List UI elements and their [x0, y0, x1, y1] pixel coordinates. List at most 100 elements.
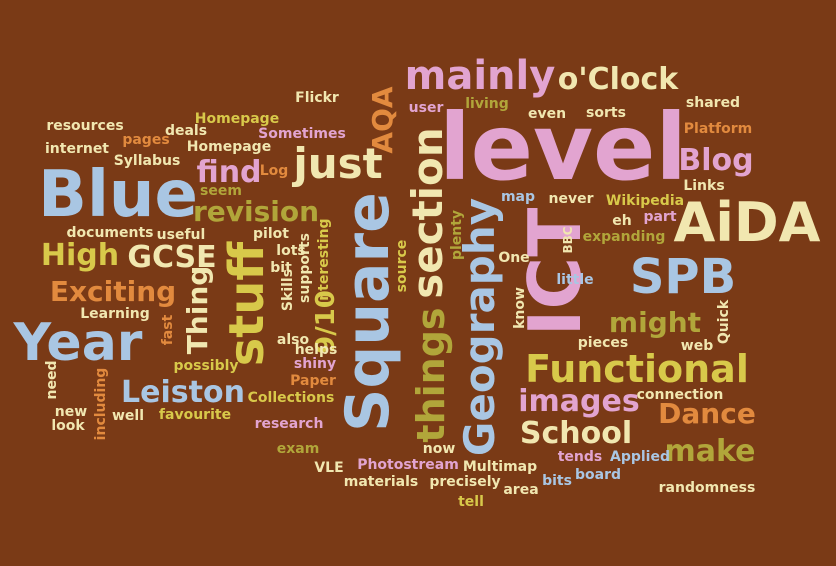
word-aqa: AQA	[366, 86, 399, 154]
word-pages: pages	[122, 132, 170, 148]
word-functional: Functional	[525, 347, 749, 391]
word-collections: Collections	[247, 390, 335, 406]
word-materials: materials	[343, 474, 419, 490]
word-exam: exam	[276, 441, 320, 457]
word-multimap: Multimap	[462, 459, 538, 475]
word-blog: Blog	[678, 143, 754, 178]
word-fast: fast	[160, 314, 176, 346]
word-lots: lots	[276, 243, 306, 259]
word-homepage-2: Homepage	[186, 139, 272, 155]
word-one: One	[498, 250, 530, 266]
word-wikipedia: Wikipedia	[605, 193, 685, 209]
word-never: never	[548, 191, 594, 207]
word-dance: Dance	[658, 397, 756, 430]
word-learning: Learning	[80, 306, 150, 322]
word-area: area	[503, 482, 539, 498]
word-little: little	[556, 272, 594, 288]
word-aida: AiDA	[673, 191, 821, 254]
word-resources: resources	[46, 118, 124, 134]
word-pieces: pieces	[577, 335, 629, 351]
word-school: School	[519, 416, 633, 451]
word-expanding: expanding	[582, 229, 666, 245]
word-source: source	[394, 239, 410, 293]
word-web: web	[680, 338, 714, 354]
word-links: Links	[683, 178, 725, 194]
word-interesting: interesting	[316, 218, 332, 306]
word-connection: connection	[636, 387, 724, 403]
word-part: part	[643, 209, 677, 225]
word-stuff: stuff	[219, 241, 275, 367]
word-oclock: o'Clock	[557, 62, 679, 97]
word-things: things	[409, 307, 453, 443]
word-thing: Thing	[181, 265, 214, 355]
word-applied: Applied	[610, 449, 670, 465]
word-homepage: Homepage	[194, 111, 280, 127]
word-internet: internet	[44, 141, 110, 157]
word-bits: bits	[542, 473, 572, 489]
word-gcse: GCSE	[127, 240, 217, 275]
word-exciting: Exciting	[49, 275, 177, 308]
word-helps: helps	[294, 342, 338, 358]
word-board: board	[574, 467, 622, 483]
word-deals: deals	[164, 123, 208, 139]
word-including: including	[93, 367, 109, 441]
word-might: might	[608, 306, 702, 339]
word-skills: Skills	[280, 268, 296, 312]
word-tends: tends	[557, 449, 603, 465]
word-user: user	[408, 100, 444, 116]
word-flickr: Flickr	[295, 90, 339, 106]
word-possibly: possibly	[173, 358, 239, 374]
word-just: just	[293, 139, 383, 188]
word-high: High	[40, 238, 120, 273]
word-section: section	[403, 127, 452, 299]
word-make: make	[664, 434, 756, 469]
word-know: know	[512, 287, 528, 329]
word-map: map	[500, 189, 536, 205]
word-research: research	[254, 416, 324, 432]
word-vle: VLE	[314, 460, 344, 476]
word-eh: eh	[612, 213, 632, 229]
word-living: living	[465, 96, 509, 112]
word-bit: bit	[270, 260, 292, 276]
word-images: images	[518, 384, 640, 419]
word-even: even	[527, 106, 567, 122]
word-shiny: shiny	[293, 356, 337, 372]
word-favourite: favourite	[158, 407, 232, 423]
word-useful: useful	[156, 227, 206, 243]
word-need: need	[44, 360, 60, 400]
word-documents: documents	[66, 225, 154, 241]
word-revision: revision	[192, 195, 320, 228]
word-randomness: randomness	[658, 480, 756, 496]
word-sorts: sorts	[586, 105, 626, 121]
word-now: now	[422, 441, 456, 457]
word-new: new	[54, 404, 88, 420]
word-pilot: pilot	[253, 226, 289, 242]
word-geography: Geography	[455, 197, 504, 457]
word-also: also	[276, 332, 310, 348]
word-look: look	[51, 418, 85, 434]
word-tell: tell	[458, 494, 484, 510]
word-find: find	[196, 155, 262, 190]
word-platform: Platform	[683, 121, 753, 137]
word-bbc: BBC	[561, 226, 575, 254]
word-seem: seem	[200, 183, 242, 199]
word-quick: Quick	[716, 299, 732, 345]
word-well: well	[111, 408, 145, 424]
word-paper: Paper	[290, 373, 336, 389]
word-log: Log	[259, 163, 289, 179]
word-spb: SPB	[629, 249, 737, 305]
word-syllabus: Syllabus	[113, 153, 181, 169]
word-supports: supports	[297, 233, 313, 303]
word-shared: shared	[685, 95, 741, 111]
word-square: Square	[333, 192, 403, 432]
word-sometimes: Sometimes	[258, 126, 346, 142]
word-year: Year	[13, 313, 143, 373]
word-precisely: precisely	[429, 474, 501, 490]
word-leiston: Leiston	[121, 375, 245, 410]
word-level: level	[439, 94, 687, 201]
word-plenty: plenty	[449, 209, 465, 261]
word-photostream: Photostream	[357, 457, 459, 473]
word-mainly: mainly	[404, 53, 556, 99]
word-blue: Blue	[38, 158, 198, 232]
